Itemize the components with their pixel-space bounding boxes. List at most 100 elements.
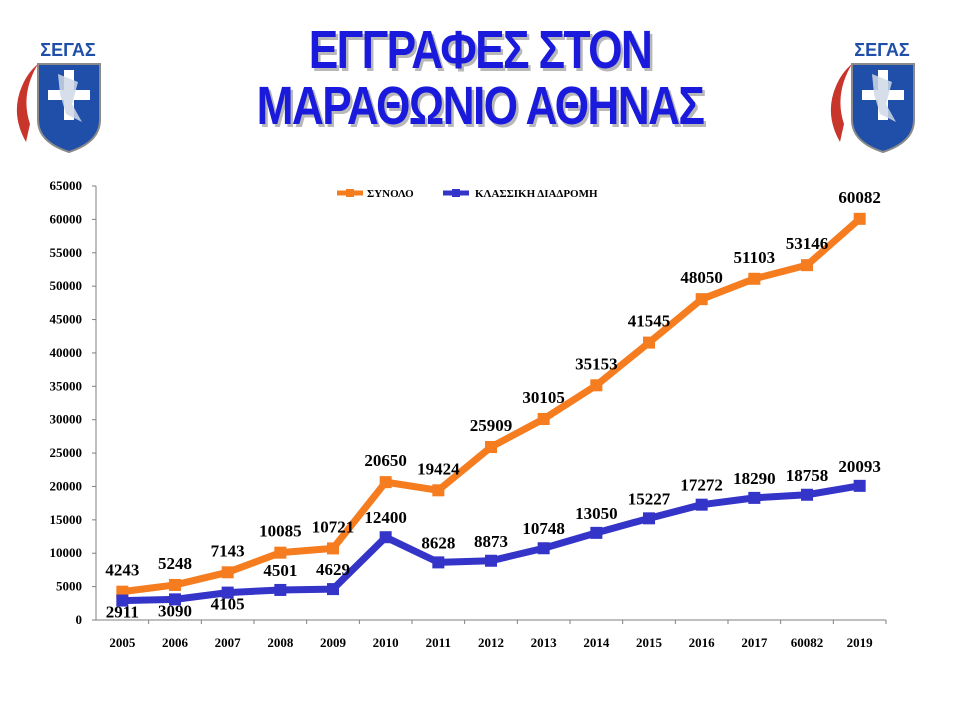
data-label: 17272: [680, 476, 723, 495]
data-point: [116, 594, 129, 607]
data-point: [327, 583, 339, 596]
data-point: [432, 484, 445, 497]
data-label: 3090: [158, 601, 192, 620]
data-label: 18758: [786, 466, 829, 485]
data-label: 15227: [628, 489, 671, 508]
data-label: 51103: [734, 248, 776, 267]
data-label: 18290: [733, 469, 776, 488]
data-point: [695, 498, 708, 511]
x-tick-label: 2010: [373, 635, 399, 650]
data-label: 19424: [417, 459, 460, 478]
data-point: [274, 546, 287, 559]
data-label: 4501: [263, 561, 297, 580]
y-tick-label: 25000: [50, 445, 83, 460]
data-point: [379, 476, 392, 489]
chart-title: ΕΓΓΡΑΦΕΣ ΣΤΟΝ ΜΑΡΑΘΩΝΙΟ ΑΘΗΝΑΣ: [0, 22, 960, 134]
series-layer: [116, 212, 866, 607]
logo-text: ΣΕΓΑΣ: [40, 40, 96, 60]
data-labels-layer: 4243 5248 7143 10085 10721 20650 19424 25909 301…: [105, 188, 881, 622]
data-point: [590, 379, 603, 392]
data-label: 30105: [522, 388, 565, 407]
data-point: [327, 542, 339, 555]
data-point: [221, 586, 234, 599]
data-point: [748, 491, 761, 504]
x-tick-label: 2012: [478, 635, 504, 650]
y-tick-label: 10000: [50, 545, 83, 560]
data-label: 20650: [364, 451, 407, 470]
data-point: [643, 336, 655, 349]
data-point: [853, 479, 866, 492]
chart-axes: 0 5000 10000 15000 20000 25000 30000 35000 40000…: [50, 178, 887, 650]
data-point: [643, 512, 655, 525]
x-tick-label: 2017: [741, 635, 768, 650]
data-label: 8628: [421, 533, 455, 552]
x-tick-label: 2008: [267, 635, 294, 650]
y-tick-label: 50000: [50, 278, 83, 293]
title-line-1: ΕΓΓΡΑΦΕΣ ΣΤΟΝ: [308, 20, 653, 80]
data-label: 48050: [680, 268, 723, 287]
data-point: [801, 488, 813, 501]
x-tick-label: 2011: [426, 635, 451, 650]
segas-logo-left: ΣΕΓΑΣ: [16, 40, 101, 154]
y-tick-label: 40000: [50, 345, 83, 360]
legend-label: ΚΛΑΣΣΙΚΗ ΔΙΑΔΡΟΜΗ: [475, 188, 598, 200]
chart-legend: ΣΥΝΟΛΟ ΚΛΑΣΣΙΚΗ ΔΙΑΔΡΟΜΗ: [337, 188, 598, 200]
data-label: 4629: [316, 560, 350, 579]
legend-label: ΣΥΝΟΛΟ: [367, 188, 414, 200]
data-label: 4243: [105, 561, 139, 580]
x-tick-label: 2007: [215, 635, 242, 650]
x-tick-label: 60082: [791, 635, 824, 650]
data-label: 25909: [470, 416, 513, 435]
data-point: [485, 554, 497, 567]
x-tick-label: 2016: [689, 635, 716, 650]
data-label: 13050: [575, 504, 618, 523]
x-tick-label: 2014: [583, 635, 610, 650]
data-label: 4105: [211, 595, 245, 614]
data-point: [537, 412, 550, 425]
x-tick-label: 2013: [531, 635, 558, 650]
y-tick-label: 0: [76, 612, 83, 627]
x-tick-label: 2019: [847, 635, 874, 650]
y-tick-label: 45000: [50, 312, 83, 327]
data-point: [169, 593, 181, 606]
x-tick-label: 2006: [162, 635, 189, 650]
data-point: [379, 531, 392, 544]
data-label: 10721: [312, 517, 355, 536]
data-point: [485, 441, 497, 454]
segas-logo-right: ΣΕΓΑΣ: [830, 40, 915, 154]
data-point: [169, 578, 181, 591]
legend-marker: [346, 189, 354, 197]
data-point: [590, 526, 603, 539]
data-point: [695, 293, 708, 306]
data-point: [537, 542, 550, 555]
data-point: [221, 566, 234, 579]
y-tick-label: 5000: [56, 579, 82, 594]
logo-text: ΣΕΓΑΣ: [854, 40, 910, 60]
data-label: 41545: [628, 312, 671, 331]
y-tick-label: 20000: [50, 478, 83, 493]
data-point: [853, 212, 866, 225]
y-tick-label: 55000: [50, 245, 83, 260]
data-point: [432, 556, 445, 569]
data-label: 8873: [474, 532, 508, 551]
legend-marker: [452, 189, 460, 197]
title-line-2: ΜΑΡΑΘΩΝΙΟ ΑΘΗΝΑΣ: [256, 76, 705, 136]
data-point: [801, 259, 813, 272]
x-tick-label: 2015: [636, 635, 663, 650]
data-label: 53146: [786, 234, 829, 253]
data-label: 10085: [259, 522, 302, 541]
data-label: 12400: [364, 508, 407, 527]
y-tick-label: 60000: [50, 211, 83, 226]
data-label: 10748: [522, 519, 565, 538]
x-tick-label: 2005: [109, 635, 136, 650]
y-tick-label: 35000: [50, 378, 83, 393]
data-label: 35153: [575, 354, 618, 373]
data-label: 60082: [838, 188, 881, 207]
data-label: 2911: [106, 603, 139, 622]
x-tick-label: 2009: [320, 635, 347, 650]
y-tick-label: 65000: [50, 178, 83, 193]
data-point: [748, 272, 761, 285]
y-tick-label: 30000: [50, 412, 83, 427]
data-label: 20093: [838, 457, 881, 476]
